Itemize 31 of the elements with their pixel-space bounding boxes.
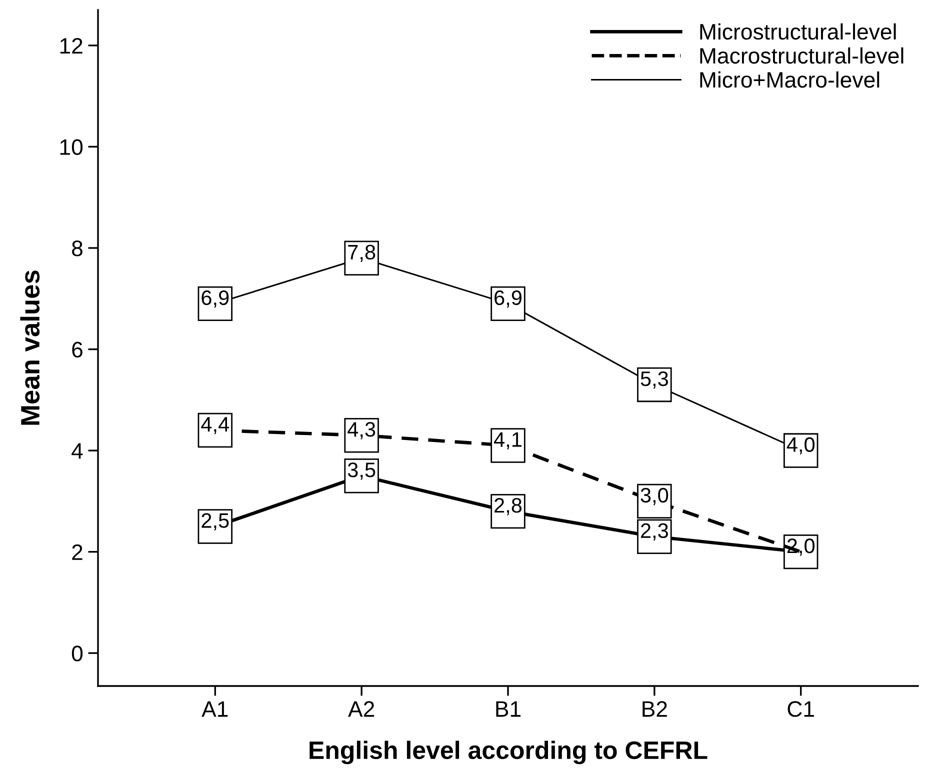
data-label: 4,3 bbox=[348, 422, 376, 440]
x-axis-title: English level according to CEFRL bbox=[310, 740, 708, 764]
data-label: 2,8 bbox=[494, 498, 522, 516]
data-label: 3,5 bbox=[348, 462, 376, 480]
data-label: 4,1 bbox=[494, 432, 522, 450]
x-tick-label: A1 bbox=[202, 701, 228, 717]
legend-label: Microstructural-level bbox=[700, 23, 896, 40]
data-label: 4,4 bbox=[201, 417, 230, 434]
x-tick-label: B2 bbox=[642, 701, 667, 717]
data-label: 3,0 bbox=[640, 488, 668, 506]
y-tick-label: 12 bbox=[60, 38, 82, 54]
y-tick-label: 6 bbox=[72, 342, 82, 358]
y-tick-label: 0 bbox=[72, 646, 83, 662]
data-label: 2,0 bbox=[787, 538, 815, 556]
data-label: 4,0 bbox=[786, 437, 815, 454]
x-tick-label: A2 bbox=[348, 701, 374, 717]
data-label: 2,3 bbox=[641, 523, 668, 541]
legend-label: Macrostructural-level bbox=[700, 47, 904, 64]
y-tick-label: 4 bbox=[72, 443, 83, 459]
y-tick-label: 10 bbox=[60, 139, 83, 155]
data-label: 5,3 bbox=[640, 371, 668, 389]
y-tick-label: 2 bbox=[72, 544, 82, 560]
data-label: 6,9 bbox=[494, 290, 522, 308]
x-tick-label: B1 bbox=[496, 701, 521, 717]
data-label: 2,5 bbox=[202, 513, 229, 530]
y-axis-title: Mean values bbox=[20, 270, 40, 425]
data-label: 6,9 bbox=[202, 290, 229, 308]
x-tick-label: C1 bbox=[788, 701, 814, 717]
y-tick-label: 8 bbox=[72, 240, 82, 256]
data-label: 7,8 bbox=[348, 244, 376, 262]
legend-label: Micro+Macro-level bbox=[700, 71, 880, 88]
